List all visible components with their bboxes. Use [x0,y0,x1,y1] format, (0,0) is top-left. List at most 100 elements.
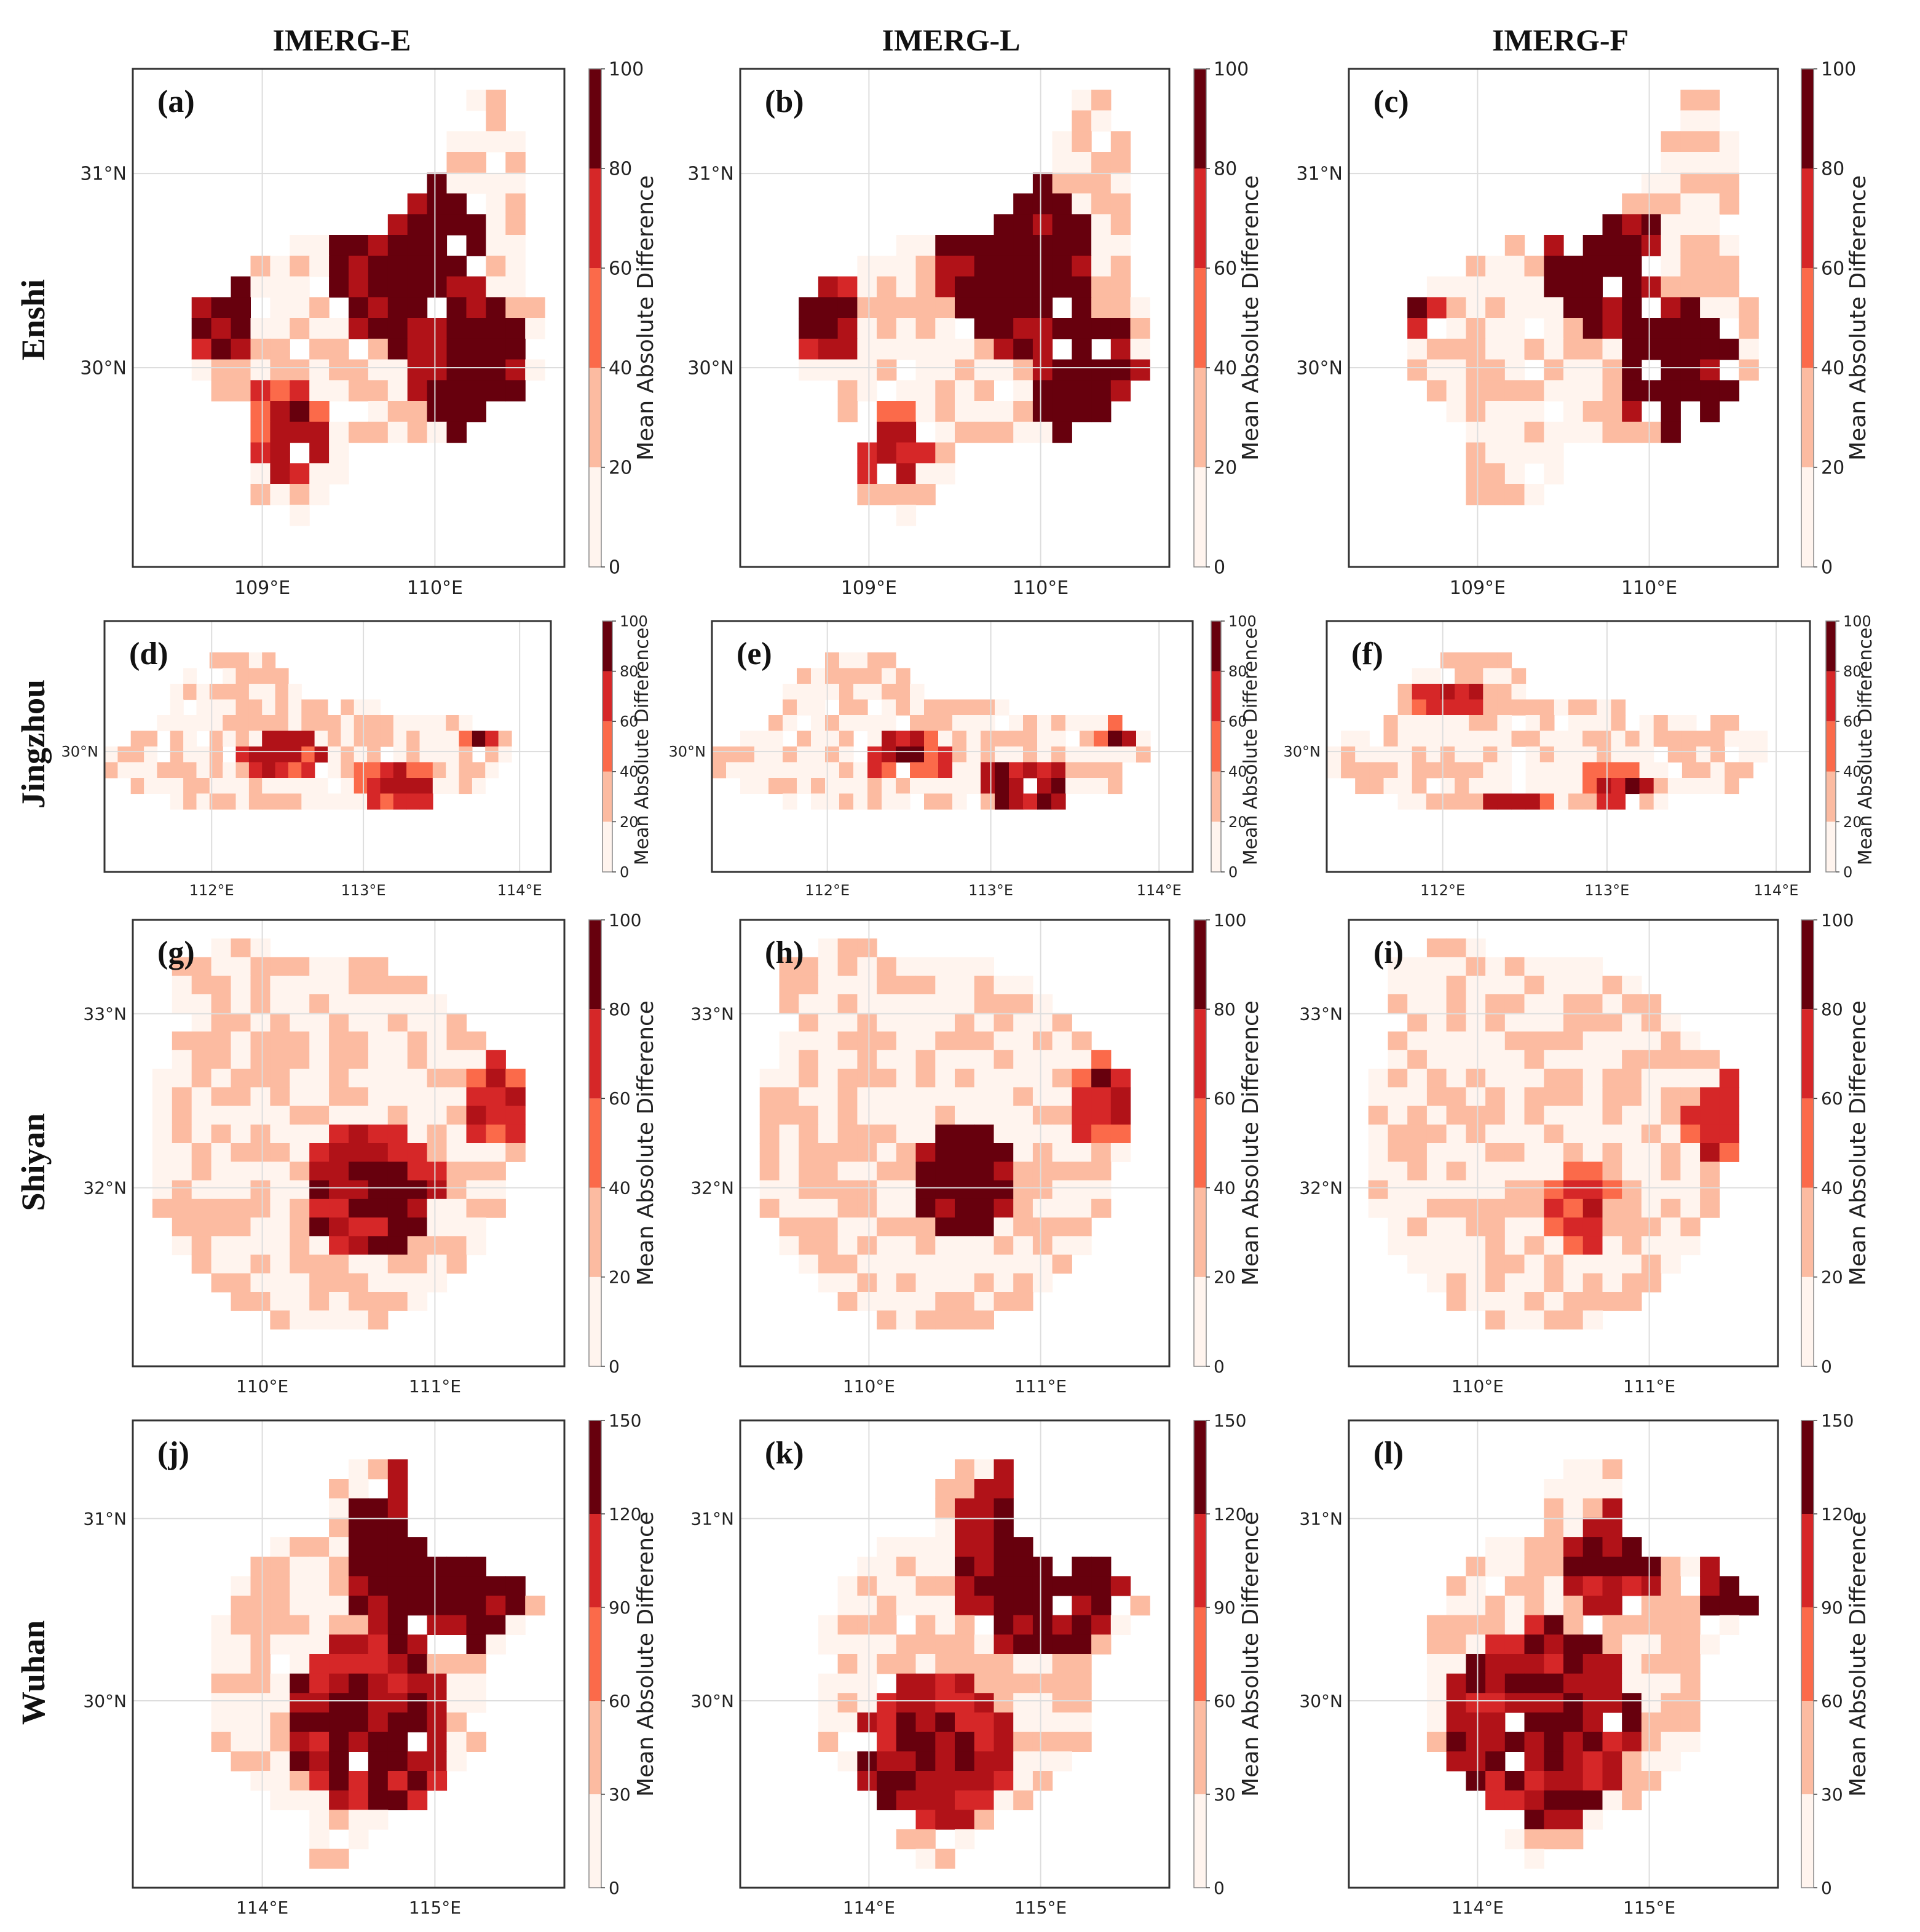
heatmap-cell [387,1596,408,1616]
heatmap-cell [419,762,433,778]
heatmap-cell [427,1069,448,1088]
colorbar-segment [589,1420,601,1514]
heatmap-cell [779,975,799,995]
heatmap-cell [1091,276,1112,298]
heatmap-cell [367,730,381,747]
heatmap-cell [955,1732,975,1752]
heatmap-cell [419,778,433,794]
heatmap-cell [1091,359,1112,381]
heatmap-cell [1072,89,1092,111]
heatmap-cell [191,1069,212,1088]
heatmap-cell [1582,380,1603,402]
heatmap-cell [1544,1162,1564,1181]
heatmap-cell [1446,1615,1466,1635]
heatmap-cell [341,715,355,732]
heatmap-cell [857,1069,877,1088]
heatmap-cell [837,276,858,298]
heatmap-cell [915,1217,936,1237]
heatmap-cell [1091,235,1112,256]
heatmap-cell [152,1087,173,1107]
heatmap-cell [1582,1087,1603,1107]
heatmap-cell [1110,1615,1131,1635]
heatmap-cell [387,235,408,256]
heatmap-cell [505,193,526,215]
heatmap-cell [896,1236,917,1256]
heatmap-cell [974,1518,994,1538]
heatmap-cell [1719,1106,1740,1125]
heatmap-cell [1440,746,1455,763]
heatmap-cell [1524,1654,1544,1674]
heatmap-cell [329,1310,349,1330]
colorbar-tick-label: 0 [1821,557,1833,579]
heatmap-cell [427,172,448,194]
heatmap-cell [314,793,328,810]
heatmap-cell [1072,401,1092,422]
heatmap-cell [1091,1198,1112,1218]
heatmap-cell [191,359,212,381]
heatmap-cell [938,699,953,716]
heatmap-cell [1544,1106,1564,1125]
heatmap-cell [1680,297,1701,319]
colorbar-tick-label: 100 [609,59,644,81]
heatmap-cell [1641,1198,1662,1218]
heatmap-cell [209,652,223,669]
heatmap-cell [1661,1180,1681,1200]
heatmap-cell [1641,1087,1662,1107]
colorbar-frame [1193,919,1207,1367]
heatmap-cell [1485,1217,1506,1237]
heatmap-cell [1681,715,1697,732]
heatmap-cell [393,778,407,794]
heatmap-cell [915,1537,936,1558]
heatmap-cell [387,1198,408,1218]
heatmap-cell [896,1013,917,1032]
heatmap-cell [427,1673,448,1693]
colorbar-tick-label: 60 [1821,1691,1843,1711]
heatmap-cell [250,1751,271,1772]
heatmap-cell [1622,318,1642,339]
heatmap-cell [1052,152,1072,173]
heatmap-cell [446,762,460,778]
heatmap-cell [1622,1556,1642,1577]
heatmap-cell [427,1236,448,1256]
heatmap-cell [270,1537,290,1558]
heatmap-cell [896,668,911,684]
heatmap-cell [172,1050,192,1069]
heatmap-cell [1032,1634,1053,1655]
heatmap-cell [172,1236,192,1256]
heatmap-cell [935,1273,955,1293]
heatmap-cell [309,235,330,256]
heatmap-cell [1130,297,1150,319]
heatmap-cell [1719,193,1740,215]
heatmap-cell [1524,1751,1544,1772]
heatmap-cell [290,297,310,319]
heatmap-cell [387,1518,408,1538]
heatmap-cell [1469,762,1483,778]
colorbar-label: Mean Absolute Difference [1238,1511,1263,1797]
heatmap-cell [1602,1479,1622,1499]
heatmap-cell [1504,1013,1525,1032]
heatmap-cell [290,1537,310,1558]
heatmap-cell [1388,1106,1408,1125]
heatmap-cell [1622,1790,1642,1810]
heatmap-cell [877,1751,897,1772]
heatmap-cell [837,1576,858,1596]
heatmap-cell [329,255,349,277]
heatmap-cell [1602,1537,1622,1558]
heatmap-cell [1525,778,1541,794]
colorbar-segment [1801,1794,1814,1888]
heatmap-cell [768,715,783,732]
heatmap-cell [329,1634,349,1655]
heatmap-cell [1446,359,1466,381]
heatmap-cell [877,1162,897,1181]
heatmap-cell [1680,1069,1701,1088]
heatmap-cell [935,1615,955,1635]
heatmap-cell [1110,152,1131,173]
heatmap-cell [994,1556,1014,1577]
heatmap-cell [1524,1829,1544,1850]
heatmap-cell [1641,1751,1662,1772]
heatmap-cell [1426,359,1447,381]
heatmap-cell [152,1143,173,1162]
heatmap-cell [1563,957,1584,976]
heatmap-cell [1383,778,1399,794]
